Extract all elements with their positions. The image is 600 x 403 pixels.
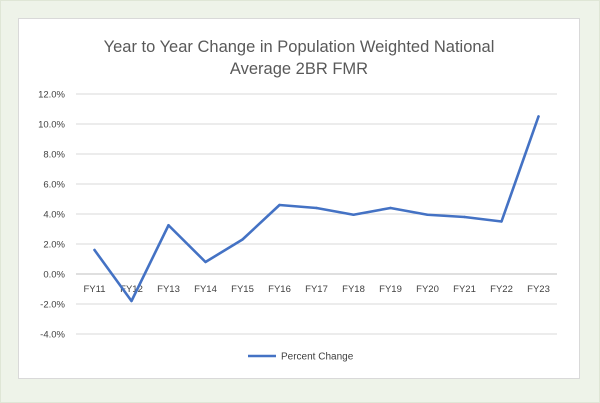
y-tick-label: -2.0% [40, 300, 65, 311]
y-tick-label: 2.0% [43, 240, 65, 251]
x-tick-label: FY18 [342, 284, 365, 295]
data-point [426, 213, 429, 216]
chart-title-line-2: Average 2BR FMR [230, 60, 368, 78]
x-tick-label: FY15 [231, 284, 254, 295]
series-lines [93, 115, 540, 303]
data-point [352, 213, 355, 216]
x-tick-label: FY17 [305, 284, 328, 295]
data-point [278, 203, 281, 207]
x-tick-label: FY11 [83, 284, 105, 295]
data-point [315, 206, 318, 210]
data-point [241, 238, 244, 241]
data-point [500, 220, 503, 223]
y-tick-label: 10.0% [38, 120, 65, 131]
data-point [389, 206, 392, 210]
data-point [93, 248, 96, 252]
x-tick-label: FY20 [416, 284, 439, 295]
x-tick-label: FY12 [120, 284, 143, 295]
y-tick-label: 0.0% [43, 270, 65, 281]
data-point [204, 260, 207, 264]
x-tick-label: FY23 [527, 284, 550, 295]
data-point [130, 299, 133, 303]
y-tick-label: 12.0% [38, 90, 65, 101]
data-point [463, 215, 466, 219]
x-tick-label: FY16 [268, 284, 291, 295]
y-tick-label: 4.0% [43, 210, 65, 221]
x-axis-tick-labels: FY11 FY12 FY13 FY14 FY15 FY16 FY17 FY18 FY19 FY20… [83, 284, 549, 295]
x-tick-label: FY19 [379, 284, 402, 295]
x-tick-label: FY14 [194, 284, 217, 295]
data-point [537, 115, 540, 118]
data-point [167, 224, 170, 227]
x-tick-label: FY13 [157, 284, 180, 295]
y-tick-label: -4.0% [40, 330, 65, 341]
chart-panel [18, 18, 580, 379]
y-axis-tick-labels: 12.0% 10.0% 8.0% 6.0% 4.0% 2.0% 0.0% -2.0% -4.0% [38, 90, 65, 341]
legend-label: Percent Change [281, 352, 354, 363]
y-tick-label: 6.0% [43, 180, 65, 191]
x-tick-label: FY21 [453, 284, 476, 295]
y-tick-label: 8.0% [43, 150, 65, 161]
gridlines [76, 93, 557, 335]
legend: Percent Change [248, 352, 354, 363]
chart-title-line-1: Year to Year Change in Population Weight… [104, 38, 495, 56]
x-tick-label: FY22 [490, 284, 513, 295]
